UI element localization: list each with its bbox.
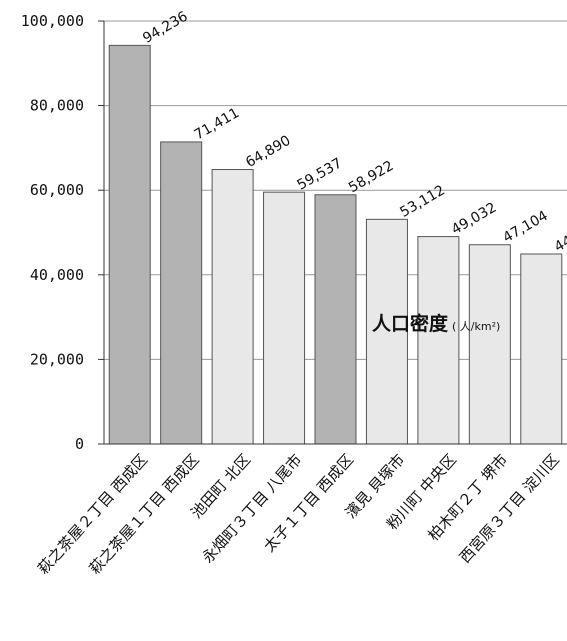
y-tick-label: 0 — [75, 435, 84, 453]
bar — [263, 191, 306, 445]
y-axis: 0 20,000 40,000 60,000 80,000 100,000 — [21, 12, 567, 453]
unit-annotation-sub: ( 人/km²) — [452, 320, 500, 333]
unit-annotation-main: 人口密度 — [372, 312, 449, 335]
bar — [160, 141, 203, 445]
data-label: 59,537 — [295, 155, 345, 193]
bar — [211, 169, 254, 445]
data-label: 44,915 — [552, 217, 567, 255]
category-label: 太子１丁目 西成区 — [260, 451, 357, 556]
data-label: 94,236 — [140, 8, 191, 46]
y-tick-label: 20,000 — [30, 350, 84, 368]
y-tick-label: 80,000 — [30, 97, 84, 115]
y-tick-label: 40,000 — [30, 266, 84, 284]
data-label: 53,112 — [397, 182, 447, 220]
y-tick-label: 60,000 — [30, 181, 84, 199]
category-label: 西宮原３丁目 淀川区 — [456, 451, 563, 567]
data-label: 47,104 — [500, 208, 551, 246]
data-label: 49,032 — [449, 200, 499, 238]
y-tick-label: 100,000 — [21, 12, 84, 30]
bar — [314, 194, 357, 445]
unit-annotation: 人口密度 ( 人/km²) — [372, 312, 500, 335]
category-label: 永畑町３丁目 八尾市 — [199, 451, 306, 567]
bar — [468, 244, 511, 445]
bar — [520, 253, 563, 445]
bar — [108, 44, 151, 445]
data-label: 64,890 — [243, 133, 293, 171]
bar — [417, 236, 460, 445]
bar — [365, 218, 408, 445]
data-label: 71,411 — [192, 105, 242, 143]
bars — [108, 44, 563, 445]
